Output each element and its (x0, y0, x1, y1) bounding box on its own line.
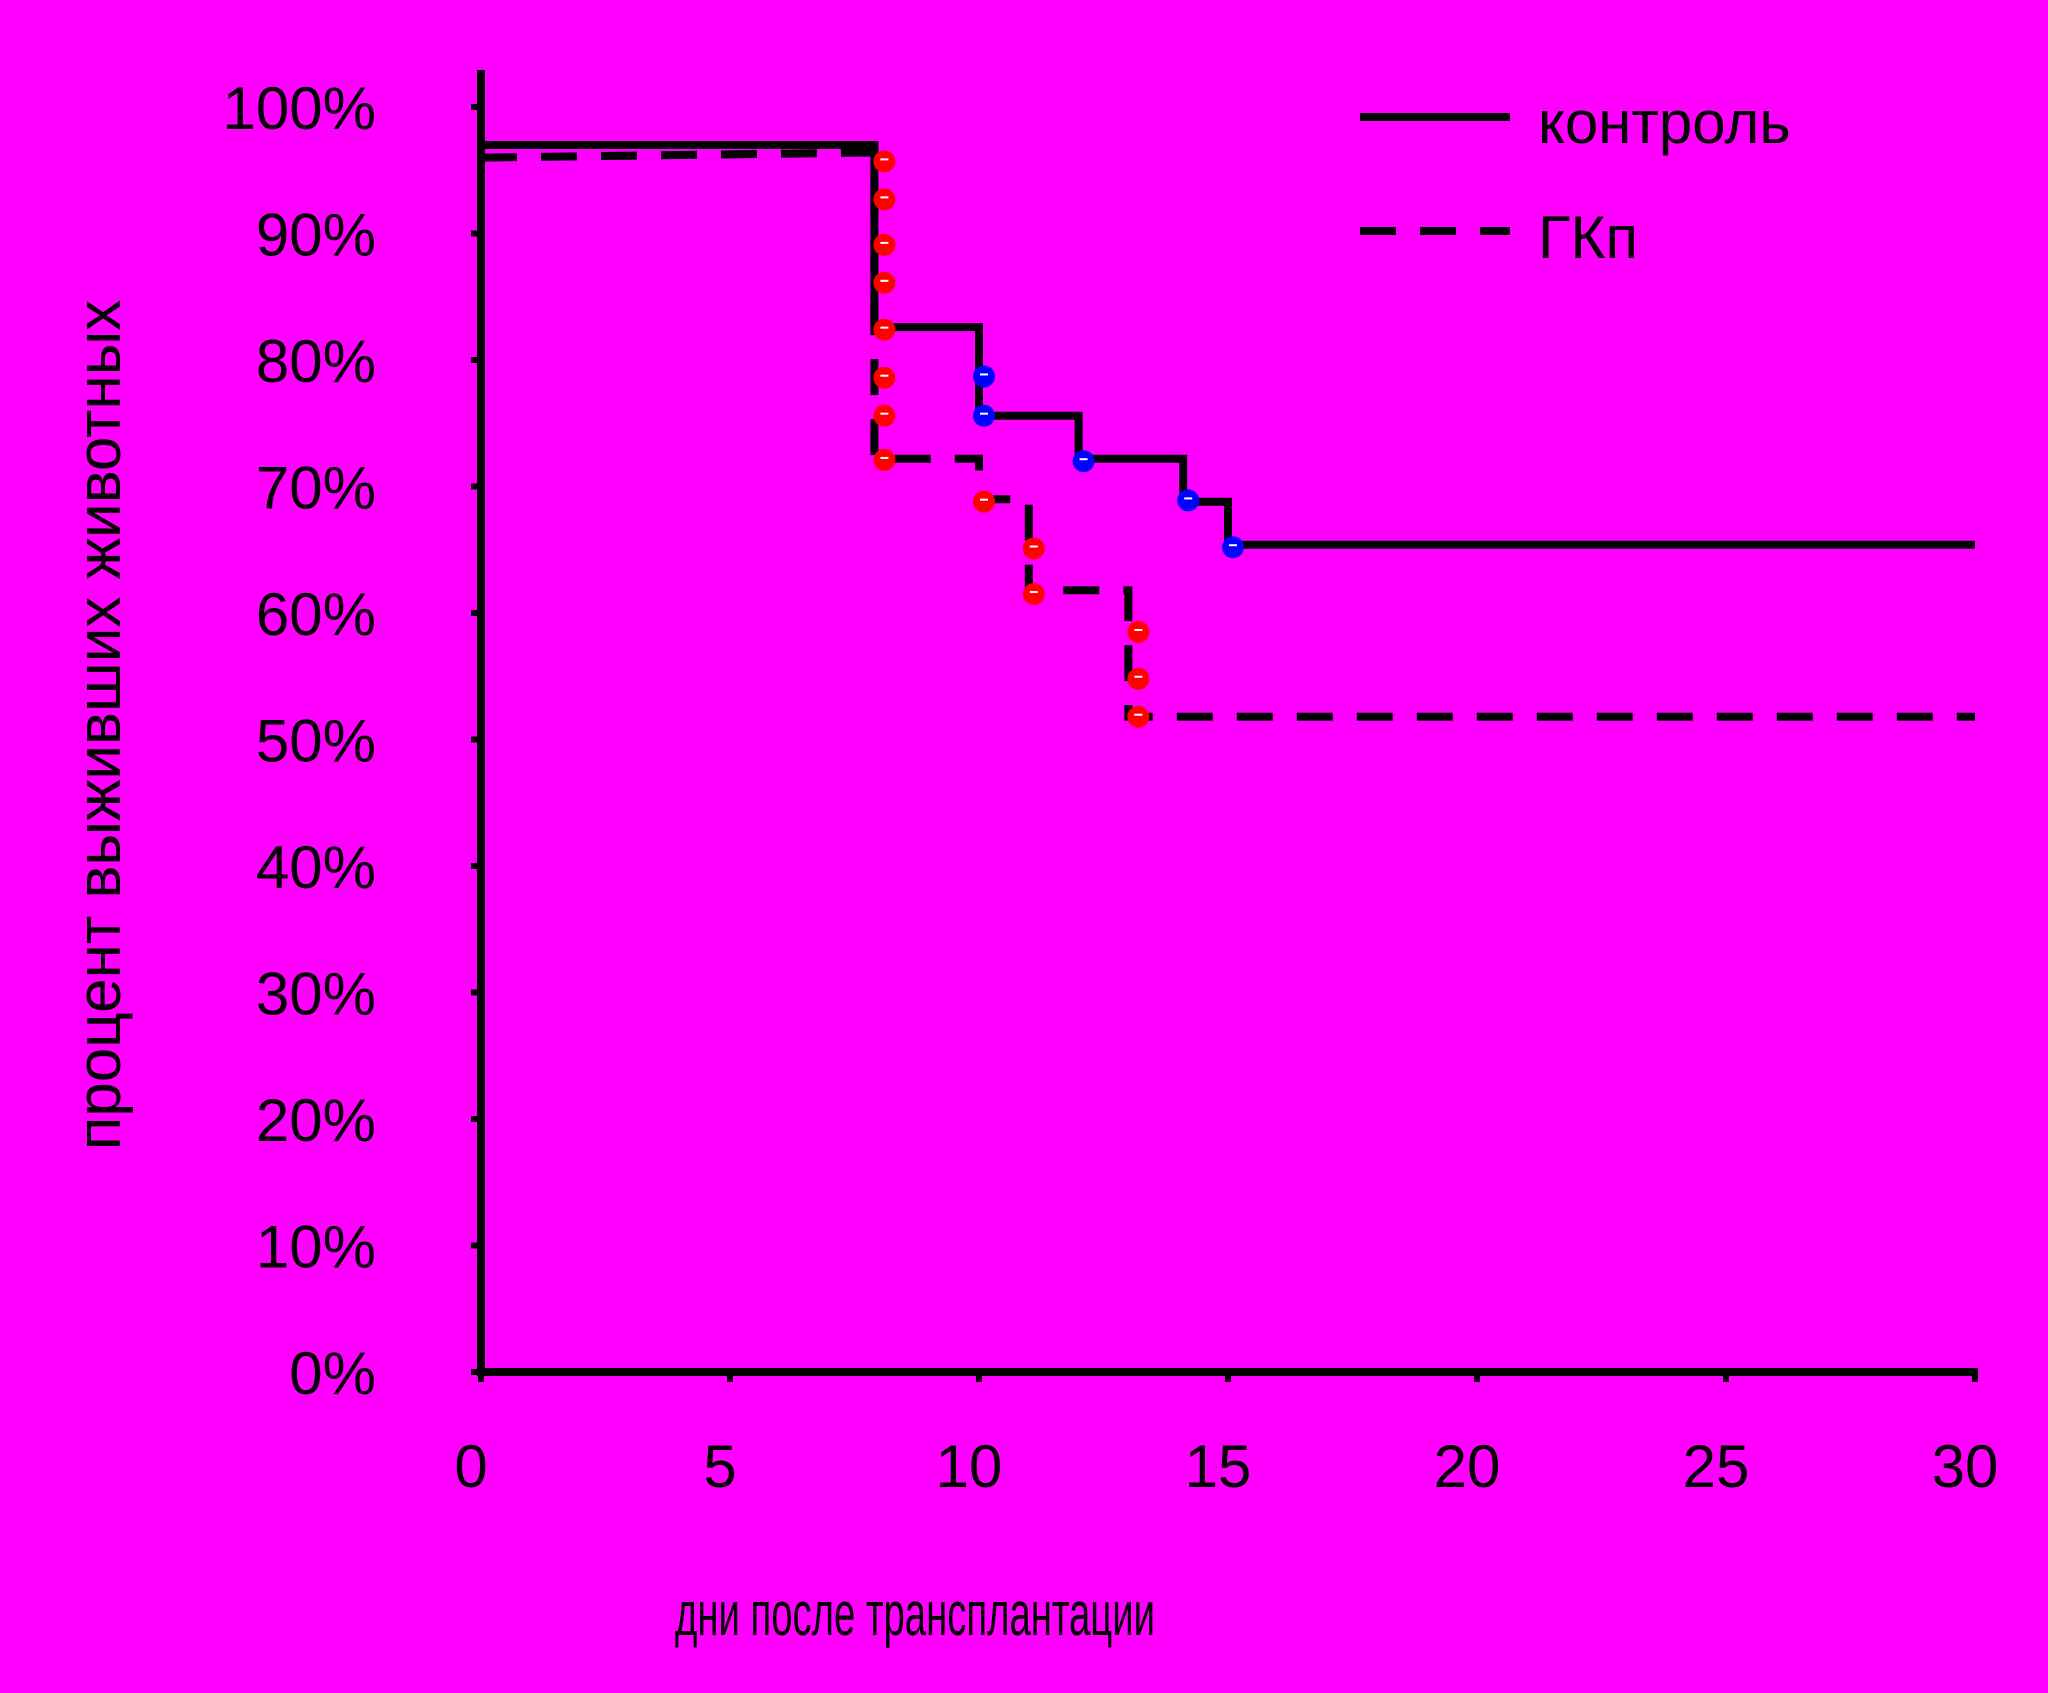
event-marker (1127, 667, 1150, 690)
event-marker (873, 448, 896, 471)
event-marker (972, 365, 995, 388)
event-marker (1127, 620, 1150, 643)
y-tick-label: 100% (223, 75, 376, 142)
event-marker (972, 404, 995, 427)
y-tick-label: 70% (256, 455, 376, 522)
legend: контроль ГКп (1360, 89, 1791, 271)
x-tick-label: 30 (1932, 1433, 1999, 1500)
x-tick-label: 5 (703, 1433, 736, 1500)
event-marker (1072, 450, 1095, 473)
legend-label-control: контроль (1538, 89, 1791, 156)
y-tick-label: 0% (289, 1340, 376, 1407)
y-tick-label: 40% (256, 834, 376, 901)
event-marker (1177, 489, 1200, 512)
event-markers (873, 150, 1244, 728)
series-line-control (481, 141, 1975, 549)
x-axis-ticks: 0 5 10 15 20 25 30 (454, 1372, 1998, 1500)
event-marker (873, 318, 896, 341)
y-tick-label: 90% (256, 202, 376, 269)
y-tick-label: 60% (256, 581, 376, 648)
x-tick-label: 15 (1185, 1433, 1252, 1500)
series-line-gkp (480, 148, 1975, 721)
y-axis-title: процент выживших животных (65, 300, 134, 1151)
x-tick-label: 0 (454, 1433, 487, 1500)
event-marker (873, 271, 896, 294)
legend-label-gkp: ГКп (1538, 204, 1638, 271)
y-axis-ticks: 0% 10% 20% 30% 40% 50% 60% 70% 80% 90% 100% (223, 75, 481, 1407)
event-marker (873, 188, 896, 211)
event-marker (1127, 705, 1150, 728)
y-tick-label: 80% (256, 328, 376, 395)
x-axis-title: дни после трансплантации (675, 1580, 1155, 1649)
event-marker (1022, 583, 1045, 606)
y-tick-label: 50% (256, 708, 376, 775)
y-tick-label: 20% (256, 1087, 376, 1154)
y-tick-label: 30% (256, 961, 376, 1028)
event-marker (1221, 536, 1244, 559)
series-lines (480, 141, 1975, 721)
event-marker (873, 366, 896, 389)
event-marker (1022, 537, 1045, 560)
x-tick-label: 20 (1434, 1433, 1501, 1500)
event-marker (873, 233, 896, 256)
x-tick-label: 25 (1683, 1433, 1750, 1500)
event-marker (972, 490, 995, 513)
event-marker (873, 150, 896, 173)
y-tick-label: 10% (256, 1214, 376, 1281)
event-marker (873, 404, 896, 427)
x-tick-label: 10 (936, 1433, 1003, 1500)
